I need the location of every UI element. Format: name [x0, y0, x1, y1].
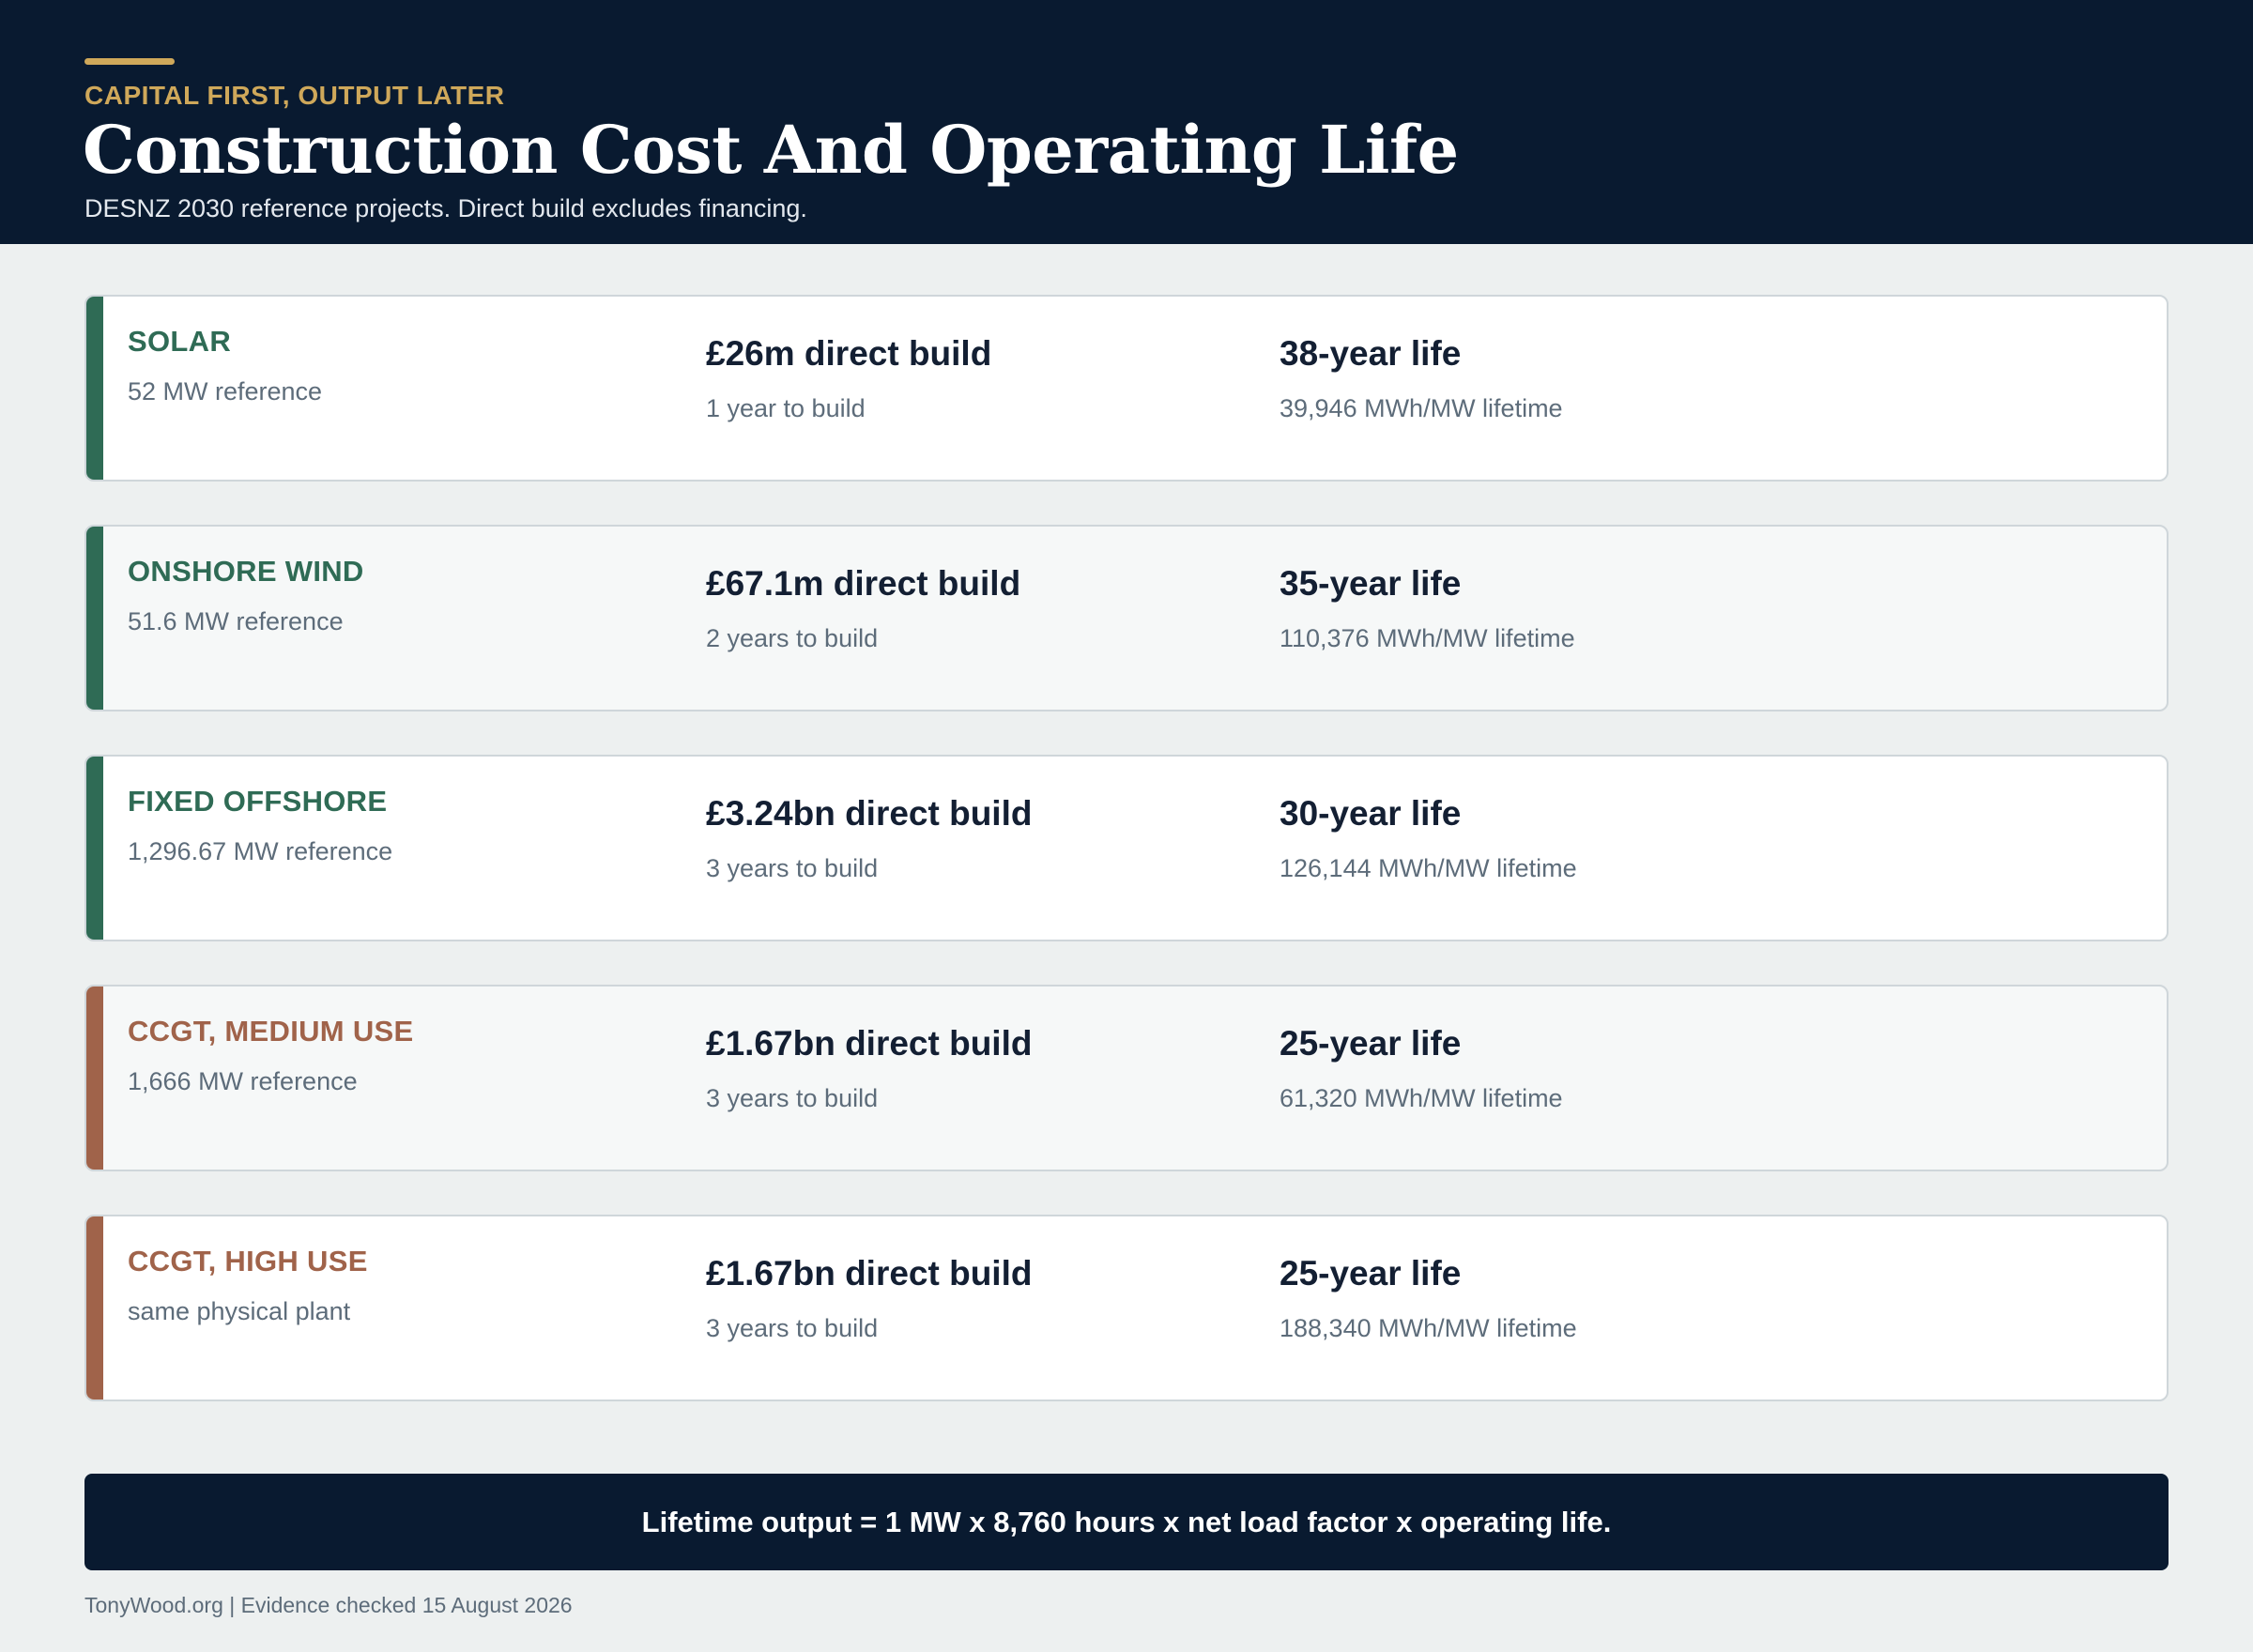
page-kicker: CAPITAL FIRST, OUTPUT LATER: [84, 81, 505, 110]
build-duration: 1 year to build: [706, 394, 866, 422]
direct-build-cost: £1.67bn direct build: [706, 1024, 1033, 1063]
operating-life: 35-year life: [1280, 564, 1462, 603]
technology-card-list: SOLAR 52 MW reference £26m direct build …: [84, 295, 2169, 1445]
technology-name: CCGT, MEDIUM USE: [128, 1015, 414, 1048]
technology-name: CCGT, HIGH USE: [128, 1245, 368, 1277]
reference-capacity: 52 MW reference: [128, 377, 323, 405]
build-duration: 2 years to build: [706, 624, 879, 652]
card-color-stripe: [86, 987, 103, 1170]
direct-build-cost: £1.67bn direct build: [706, 1254, 1033, 1293]
operating-life: 30-year life: [1280, 794, 1462, 833]
reference-capacity: 1,666 MW reference: [128, 1067, 358, 1095]
formula-text: Lifetime output = 1 MW x 8,760 hours x n…: [641, 1505, 1612, 1538]
reference-capacity: 51.6 MW reference: [128, 607, 344, 635]
card-color-stripe: [86, 1216, 103, 1400]
reference-capacity: same physical plant: [128, 1297, 351, 1325]
lifetime-output: 61,320 MWh/MW lifetime: [1280, 1084, 1563, 1112]
header-accent-bar: [84, 58, 175, 65]
formula-banner: Lifetime output = 1 MW x 8,760 hours x n…: [84, 1474, 2169, 1570]
lifetime-output: 126,144 MWh/MW lifetime: [1280, 854, 1577, 882]
page-subtitle: DESNZ 2030 reference projects. Direct bu…: [84, 194, 807, 222]
page-header: CAPITAL FIRST, OUTPUT LATER Construction…: [0, 0, 2253, 244]
operating-life: 25-year life: [1280, 1254, 1462, 1293]
card-color-stripe: [86, 527, 103, 710]
page-footer: TonyWood.org | Evidence checked 15 Augus…: [84, 1593, 573, 1617]
card-color-stripe: [86, 297, 103, 480]
technology-name: ONSHORE WIND: [128, 555, 364, 588]
technology-card: CCGT, MEDIUM USE 1,666 MW reference £1.6…: [84, 985, 2169, 1171]
lifetime-output: 110,376 MWh/MW lifetime: [1280, 624, 1575, 652]
operating-life: 25-year life: [1280, 1024, 1462, 1063]
reference-capacity: 1,296.67 MW reference: [128, 837, 393, 865]
page-title: Construction Cost And Operating Life: [83, 111, 1459, 189]
direct-build-cost: £67.1m direct build: [706, 564, 1021, 603]
technology-name: SOLAR: [128, 325, 231, 358]
technology-card: FIXED OFFSHORE 1,296.67 MW reference £3.…: [84, 755, 2169, 941]
operating-life: 38-year life: [1280, 334, 1462, 373]
technology-card: CCGT, HIGH USE same physical plant £1.67…: [84, 1215, 2169, 1401]
build-duration: 3 years to build: [706, 854, 879, 882]
technology-name: FIXED OFFSHORE: [128, 785, 388, 818]
direct-build-cost: £26m direct build: [706, 334, 992, 373]
technology-card: SOLAR 52 MW reference £26m direct build …: [84, 295, 2169, 482]
lifetime-output: 188,340 MWh/MW lifetime: [1280, 1314, 1577, 1342]
build-duration: 3 years to build: [706, 1314, 879, 1342]
build-duration: 3 years to build: [706, 1084, 879, 1112]
direct-build-cost: £3.24bn direct build: [706, 794, 1033, 833]
technology-card: ONSHORE WIND 51.6 MW reference £67.1m di…: [84, 525, 2169, 711]
card-color-stripe: [86, 757, 103, 940]
lifetime-output: 39,946 MWh/MW lifetime: [1280, 394, 1563, 422]
